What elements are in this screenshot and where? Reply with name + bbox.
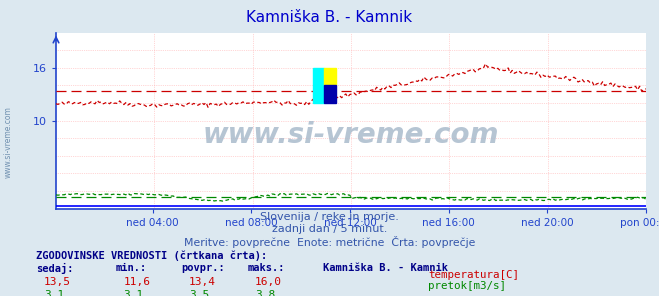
Text: www.si-vreme.com: www.si-vreme.com — [203, 121, 499, 149]
Text: sedaj:: sedaj: — [36, 263, 74, 274]
Text: ZGODOVINSKE VREDNOSTI (črtkana črta):: ZGODOVINSKE VREDNOSTI (črtkana črta): — [36, 250, 268, 260]
Text: Kamniška B. - Kamnik: Kamniška B. - Kamnik — [323, 263, 448, 274]
Text: min.:: min.: — [115, 263, 146, 274]
Text: 3,1: 3,1 — [123, 290, 144, 296]
Text: 3,5: 3,5 — [189, 290, 210, 296]
Text: 3,1: 3,1 — [44, 290, 65, 296]
Text: 13,5: 13,5 — [44, 277, 71, 287]
Text: Slovenija / reke in morje.: Slovenija / reke in morje. — [260, 212, 399, 222]
Bar — [324, 68, 336, 85]
Text: 13,4: 13,4 — [189, 277, 216, 287]
Text: Meritve: povprečne  Enote: metrične  Črta: povprečje: Meritve: povprečne Enote: metrične Črta:… — [184, 236, 475, 248]
Text: 3,8: 3,8 — [255, 290, 275, 296]
Text: Kamniška B. - Kamnik: Kamniška B. - Kamnik — [246, 10, 413, 25]
Bar — [312, 68, 324, 103]
Text: zadnji dan / 5 minut.: zadnji dan / 5 minut. — [272, 224, 387, 234]
Text: temperatura[C]: temperatura[C] — [428, 270, 519, 280]
Text: maks.:: maks.: — [247, 263, 285, 274]
Text: 16,0: 16,0 — [255, 277, 282, 287]
Text: pretok[m3/s]: pretok[m3/s] — [428, 281, 506, 291]
Bar — [324, 85, 336, 103]
Text: povpr.:: povpr.: — [181, 263, 225, 274]
Text: 11,6: 11,6 — [123, 277, 150, 287]
Text: www.si-vreme.com: www.si-vreme.com — [4, 106, 13, 178]
